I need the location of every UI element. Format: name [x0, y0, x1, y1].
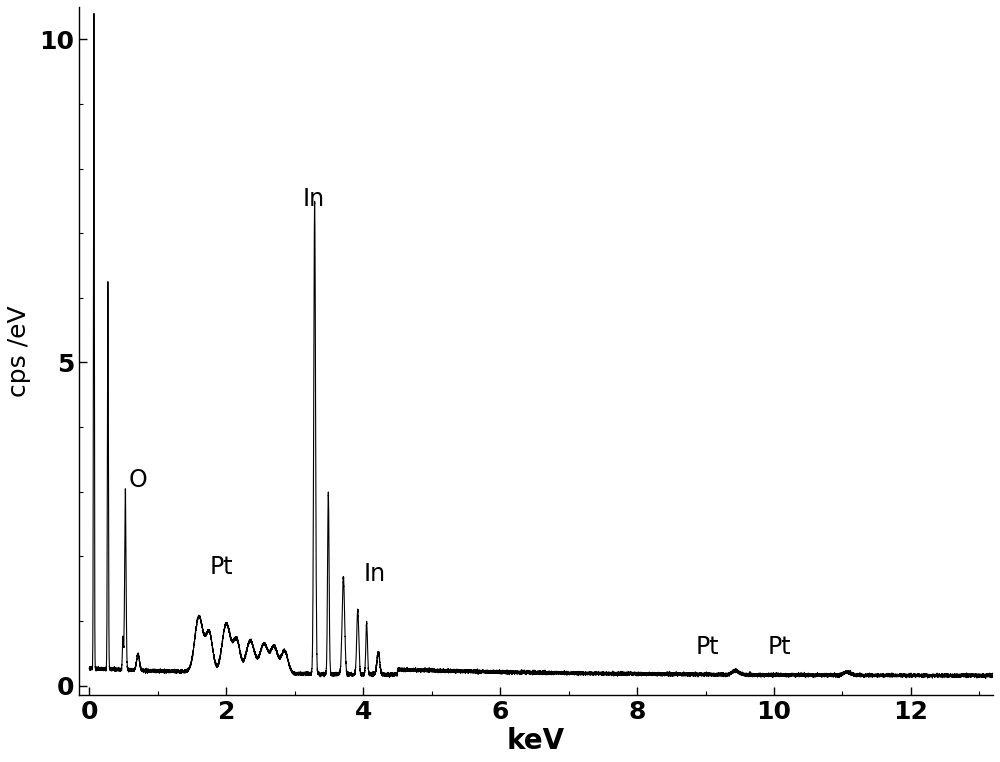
Text: In: In — [303, 187, 325, 210]
Text: Pt: Pt — [767, 635, 791, 658]
Text: O: O — [129, 468, 148, 491]
Text: Pt: Pt — [695, 635, 719, 658]
Text: Pt: Pt — [209, 555, 233, 579]
X-axis label: keV: keV — [507, 727, 565, 755]
Y-axis label: cps /eV: cps /eV — [7, 306, 31, 397]
Text: In: In — [363, 562, 385, 585]
